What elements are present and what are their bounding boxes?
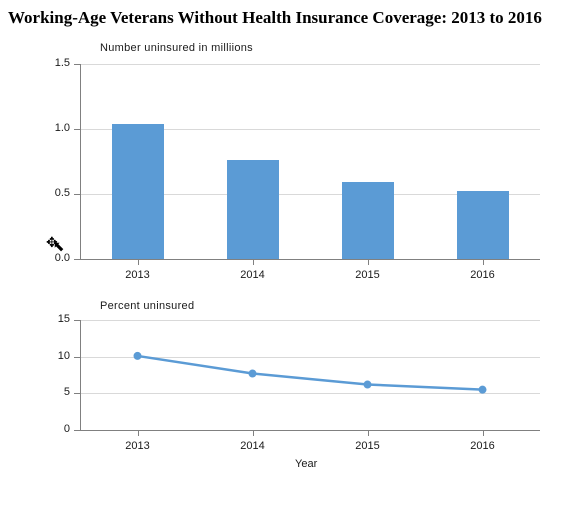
bar-xtick-label: 2016 — [453, 269, 513, 281]
line-series — [0, 294, 540, 435]
bar-xtick-mark — [253, 259, 254, 265]
bar-gridline — [80, 64, 540, 65]
line-xtick-mark — [253, 430, 254, 436]
line-xaxis-title: Year — [295, 458, 317, 470]
bar-ytick-label: 1.0 — [42, 122, 70, 134]
bar — [227, 160, 279, 259]
line-xtick-mark — [368, 430, 369, 436]
line-xtick-mark — [483, 430, 484, 436]
bar — [457, 191, 509, 259]
line-marker — [134, 352, 142, 360]
bar-xaxis — [80, 259, 540, 260]
bar-xtick-label: 2013 — [108, 269, 168, 281]
line-xtick-label: 2015 — [338, 440, 398, 452]
line-marker — [364, 381, 372, 389]
bar-chart-subtitle: Number uninsured in milliions — [100, 42, 253, 54]
bar-xtick-label: 2014 — [223, 269, 283, 281]
bar-ytick-label: 0.0 — [42, 252, 70, 264]
line-xtick-label: 2013 — [108, 440, 168, 452]
bar — [112, 124, 164, 259]
bar-xtick-mark — [483, 259, 484, 265]
line-marker — [479, 386, 487, 394]
line-xtick-label: 2016 — [453, 440, 513, 452]
bar-xtick-mark — [368, 259, 369, 265]
bar — [342, 182, 394, 259]
line-xtick-mark — [138, 430, 139, 436]
bar-ytick-label: 0.5 — [42, 187, 70, 199]
line-xtick-label: 2014 — [223, 440, 283, 452]
bar-chart: Number uninsured in milliions 0.0 0.5 1.0 1… — [0, 34, 576, 294]
bar-xtick-mark — [138, 259, 139, 265]
line-chart: Percent uninsured 0510152013201420152016… — [0, 294, 576, 494]
bar-xtick-label: 2015 — [338, 269, 398, 281]
bar-ytick-label: 1.5 — [42, 57, 70, 69]
page-title: Working-Age Veterans Without Health Insu… — [0, 0, 576, 30]
bar-yaxis — [80, 64, 81, 259]
line-marker — [249, 370, 257, 378]
